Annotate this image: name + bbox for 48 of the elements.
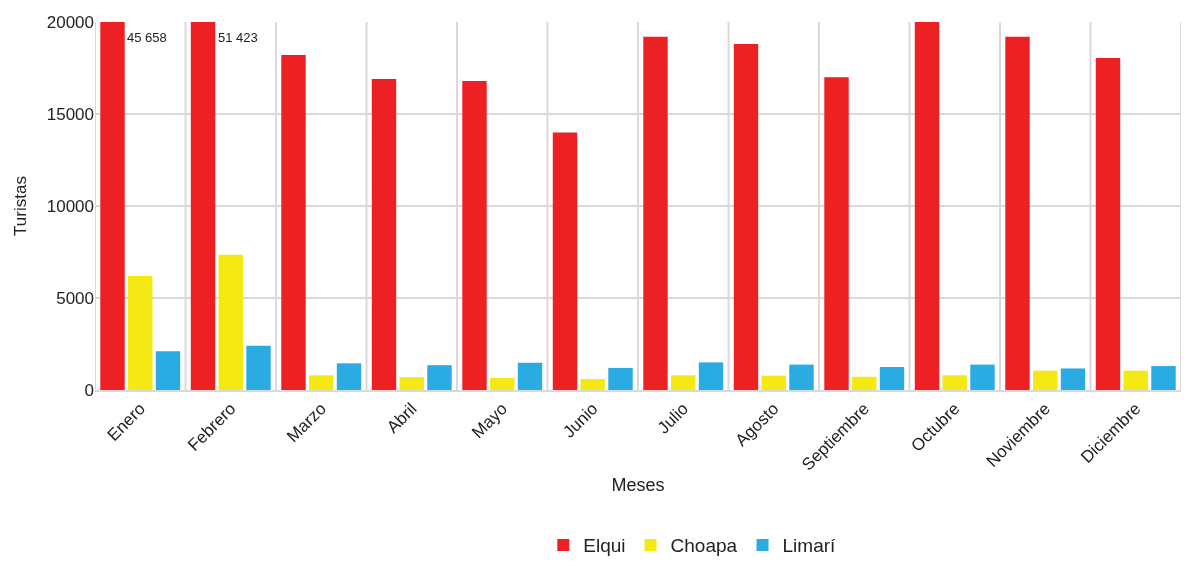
bar [371, 79, 397, 390]
y-tick-label: 10000 [46, 196, 94, 216]
bar [733, 44, 759, 390]
bar [1033, 370, 1058, 390]
bar [824, 77, 849, 390]
y-tick-label: 15000 [46, 104, 94, 124]
y-tick-label: 5000 [56, 288, 94, 308]
legend-label: Choapa [670, 535, 738, 557]
bar [281, 55, 306, 390]
bar [517, 362, 543, 390]
bar [580, 378, 605, 390]
bar [698, 362, 724, 390]
bar [246, 345, 271, 390]
y-tick-label: 0 [84, 380, 94, 400]
bar [427, 365, 452, 390]
bar [970, 364, 995, 390]
bar [336, 363, 362, 390]
legend-label: Limarí [782, 535, 837, 557]
bar [218, 254, 243, 390]
bar [462, 80, 487, 390]
bar [399, 377, 424, 390]
bar [1060, 368, 1086, 390]
bar [190, 22, 216, 390]
y-axis-title: Turistas [11, 176, 31, 236]
bar [1123, 370, 1148, 390]
bar [914, 22, 940, 390]
bar [942, 375, 967, 390]
bar [552, 132, 578, 390]
x-axis-title: Meses [611, 474, 665, 495]
bar [309, 375, 334, 390]
bar [761, 375, 786, 390]
legend-label: Elqui [583, 535, 626, 557]
bar [1095, 57, 1121, 390]
annotation: 45 658 [127, 30, 167, 45]
bar [128, 275, 153, 390]
bar [879, 367, 905, 390]
y-tick-label: 20000 [46, 12, 94, 32]
bar [490, 378, 515, 390]
bar [643, 36, 668, 390]
bar [789, 364, 814, 390]
bar [1151, 366, 1176, 390]
bar [608, 367, 633, 390]
bar [1005, 36, 1030, 390]
annotation: 51 423 [218, 30, 258, 45]
bar [155, 351, 181, 390]
bar [100, 22, 125, 390]
bar [671, 375, 696, 390]
bar [852, 376, 877, 390]
